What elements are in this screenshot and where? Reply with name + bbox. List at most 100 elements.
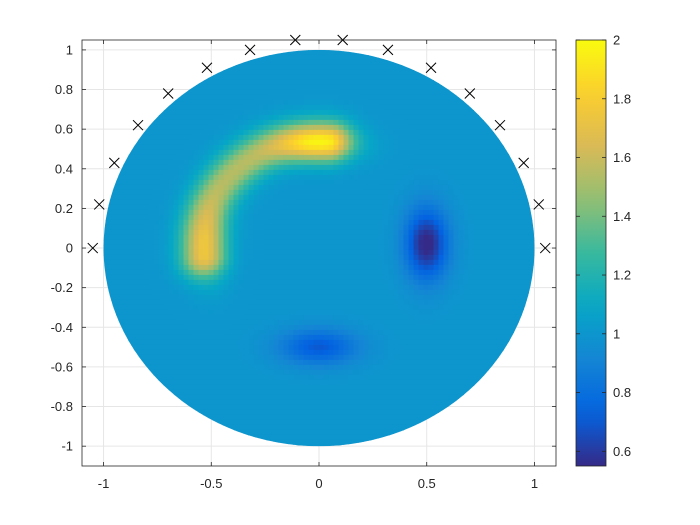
heat-cell [433,299,440,306]
heat-cell [233,219,240,226]
heat-cell [268,184,275,191]
heat-cell [138,279,145,286]
heat-cell [163,219,170,226]
heat-cell [193,99,200,106]
heat-cell [193,89,200,96]
heat-cell [183,104,190,111]
heat-cell [163,234,170,241]
heat-cell [178,309,185,316]
heat-cell [273,309,280,316]
heat-cell [473,224,480,231]
heat-cell [148,284,155,291]
heat-cell [463,364,470,371]
heat-cell [408,239,415,246]
heat-cell [358,264,365,271]
heat-cell [153,214,160,221]
heat-cell [328,234,335,241]
heat-cell [268,84,275,91]
heat-cell [238,299,245,306]
heat-cell [443,369,450,376]
heat-cell [253,79,260,86]
heat-cell [238,369,245,376]
heat-cell [213,134,220,141]
heat-cell [368,144,375,151]
heat-cell [308,324,315,331]
heat-cell [318,209,325,216]
heat-cell [138,134,145,141]
heat-cell [233,344,240,351]
heat-cell [288,74,295,81]
heat-cell [408,364,415,371]
heat-cell [258,304,265,311]
heat-cell [478,249,485,256]
heat-cell [348,219,355,226]
heat-cell [338,109,345,116]
heat-cell [173,204,180,211]
heat-cell [448,259,455,266]
heat-cell [218,284,225,291]
heat-cell [343,299,350,306]
heat-cell [173,124,180,131]
heat-cell [203,144,210,151]
heat-cell [448,124,455,131]
heat-cell [448,339,455,346]
heat-cell [378,134,385,141]
heat-cell [333,179,340,186]
heat-cell [468,244,475,251]
heat-cell [473,324,480,331]
heat-cell [348,54,355,61]
heat-cell [483,179,490,186]
heat-cell [303,84,310,91]
heat-cell [488,319,495,326]
heat-cell [148,269,155,276]
heat-cell [203,209,210,216]
heat-cell [393,204,400,211]
heat-cell [173,224,180,231]
heat-cell [253,149,260,156]
heat-cell [168,174,175,181]
heat-cell [258,129,265,136]
heat-cell [283,289,290,296]
heat-cell [478,169,485,176]
heat-cell [363,354,370,361]
heat-cell [268,179,275,186]
heat-cell [478,284,485,291]
heat-cell [133,234,140,241]
heat-cell [348,349,355,356]
heat-cell [243,209,250,216]
heat-cell [443,149,450,156]
heat-cell [253,139,260,146]
heat-cell [138,319,145,326]
heat-cell [428,109,435,116]
heat-cell [193,169,200,176]
heat-cell [183,189,190,196]
heat-cell [433,194,440,201]
heat-cell [273,239,280,246]
heat-cell [288,224,295,231]
heat-cell [383,304,390,311]
heat-cell [433,129,440,136]
heat-cell [408,234,415,241]
heat-cell [188,209,195,216]
heat-cell [228,89,235,96]
heat-cell [453,279,460,286]
heat-cell [378,264,385,271]
heat-cell [183,319,190,326]
heat-cell [263,274,270,281]
heat-cell [353,69,360,76]
heat-cell [153,309,160,316]
heat-cell [318,314,325,321]
heat-cell [213,234,220,241]
heat-cell [358,154,365,161]
heat-cell [398,269,405,276]
heat-cell [288,194,295,201]
heat-cell [223,354,230,361]
heat-cell [228,334,235,341]
heat-cell [363,214,370,221]
heat-cell [138,214,145,221]
heat-cell [423,129,430,136]
heat-cell [368,109,375,116]
heat-cell [408,229,415,236]
heat-cell [278,164,285,171]
heat-cell [168,204,175,211]
